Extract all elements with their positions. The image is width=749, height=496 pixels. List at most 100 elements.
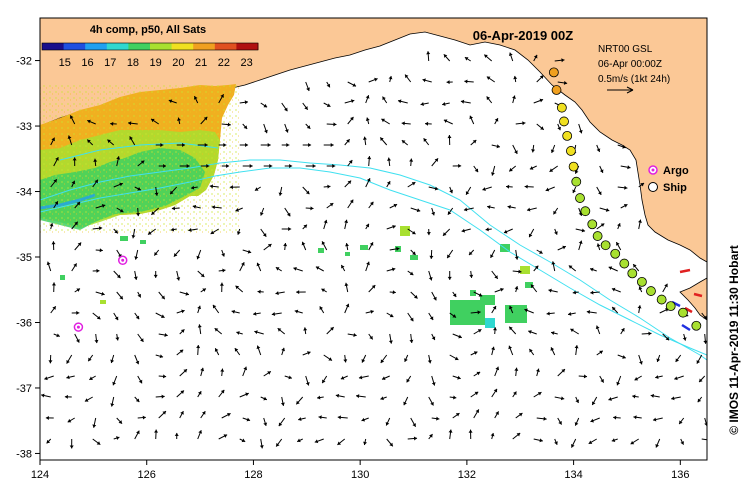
arrow-head xyxy=(553,210,557,215)
colorbar-tick-label: 16 xyxy=(81,57,93,69)
arrow-head xyxy=(703,340,707,344)
arrow-head xyxy=(630,440,635,445)
arrow-head xyxy=(365,117,370,121)
arrow-head xyxy=(64,394,68,399)
x-tick-label: 128 xyxy=(244,469,262,481)
arrow-head xyxy=(627,165,631,170)
ship-obs-point xyxy=(600,240,611,251)
arrow-head xyxy=(436,416,440,421)
x-tick-label: 124 xyxy=(31,469,49,481)
arrow-head xyxy=(561,369,565,373)
current-vectors xyxy=(41,51,707,449)
arrow-head xyxy=(269,164,273,168)
arrow-head xyxy=(308,143,312,147)
arrow-head xyxy=(236,331,240,335)
arrow-head xyxy=(134,256,139,260)
arrow-head xyxy=(385,421,390,426)
arrow-head xyxy=(540,126,544,130)
arrow-head xyxy=(622,144,626,149)
arrow-head xyxy=(54,201,59,205)
arrow-head xyxy=(136,430,140,435)
arrow-head xyxy=(294,309,299,314)
arrow-head xyxy=(623,204,628,208)
arrow-head xyxy=(280,402,285,406)
arrow-head xyxy=(135,360,140,365)
arrow-head xyxy=(315,266,320,270)
arrow-head xyxy=(506,184,510,189)
arrow-head xyxy=(77,242,82,247)
arrow-head xyxy=(52,306,56,310)
arrow-head xyxy=(514,286,519,290)
arrow-head xyxy=(513,75,518,80)
arrow-head xyxy=(87,119,91,124)
arrow-head xyxy=(335,393,340,398)
arrow-head xyxy=(575,399,580,403)
arrow-head xyxy=(457,375,461,380)
arrow-head xyxy=(597,191,602,195)
arrow-head xyxy=(276,442,280,447)
arrow-head xyxy=(599,169,604,173)
arrow-head xyxy=(55,157,59,161)
arrow-head xyxy=(353,333,357,337)
info-line3: 0.5m/s (1kt 24h) xyxy=(598,74,670,85)
info-line2: 06-Apr 00:00Z xyxy=(598,59,662,70)
ship-obs-point xyxy=(571,176,582,187)
arrow-head xyxy=(431,211,436,216)
arrow-head xyxy=(115,436,120,441)
arrow-head xyxy=(366,261,370,266)
arrow-head xyxy=(140,338,144,342)
arrow-head xyxy=(406,378,410,383)
arrow-head xyxy=(305,382,310,386)
arrow-head xyxy=(159,354,164,359)
arrow-head xyxy=(371,285,376,289)
arrow-head xyxy=(549,168,554,172)
arrow-head xyxy=(431,382,436,386)
arrow-head xyxy=(452,314,457,318)
arrow-head xyxy=(528,233,533,238)
arrow-head xyxy=(508,345,513,350)
arrow-head xyxy=(303,327,308,331)
arrow-head xyxy=(183,369,188,373)
arrow-head xyxy=(545,187,550,192)
arrow-head xyxy=(176,277,181,281)
arrow-head xyxy=(76,288,80,292)
arrow-head xyxy=(696,360,701,364)
arrow-head xyxy=(570,328,574,333)
arrow-head xyxy=(447,135,452,139)
arrow-head xyxy=(386,181,391,185)
arrow-head xyxy=(591,401,596,405)
arrow-head xyxy=(622,355,626,359)
ship-obs-point xyxy=(610,248,621,259)
arrow-head xyxy=(312,164,316,168)
arrow-head xyxy=(477,329,482,333)
arrow-head xyxy=(392,290,396,295)
arrow-head xyxy=(173,253,178,257)
arrow-head xyxy=(512,95,516,99)
arrow-head xyxy=(236,231,241,235)
arrow-head xyxy=(303,224,307,229)
arrow-head xyxy=(263,396,267,401)
colorbar-segment xyxy=(236,43,259,50)
ship-obs-point xyxy=(580,206,591,217)
arrow-head xyxy=(350,99,355,104)
arrow-head xyxy=(507,205,511,209)
arrow-head xyxy=(475,409,479,414)
arrow-head xyxy=(193,96,198,100)
arrow-head xyxy=(484,54,488,59)
arrow-head xyxy=(442,102,446,106)
arrow-head xyxy=(163,164,167,168)
arrow-head xyxy=(209,184,214,189)
info-box: NRT00 GSL 06-Apr 00:00Z 0.5m/s (1kt 24h) xyxy=(598,44,670,94)
arrow-head xyxy=(286,212,291,217)
arrow-head xyxy=(431,336,436,340)
arrow-head xyxy=(365,95,370,99)
arrow-head xyxy=(332,164,336,168)
arrow-head xyxy=(326,83,331,88)
arrow-head xyxy=(188,228,192,233)
arrow-head xyxy=(572,290,577,295)
info-line1: NRT00 GSL xyxy=(598,44,653,55)
arrow-head xyxy=(243,366,248,371)
arrow-head xyxy=(633,264,637,268)
arrow-head xyxy=(446,80,450,85)
arrow-head xyxy=(246,417,251,422)
